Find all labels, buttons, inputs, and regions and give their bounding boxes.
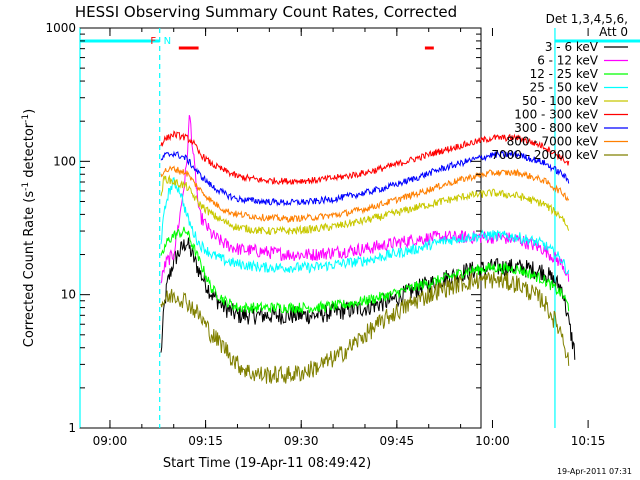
vertical-markers (79, 28, 556, 428)
x-axis-label: Start Time (19-Apr-11 08:49:42) (163, 456, 371, 471)
flag-label: F (150, 36, 156, 47)
date-stamp: 19-Apr-2011 07:31 (557, 467, 632, 476)
legend-entry-label: 800 - 7000 keV (507, 135, 599, 149)
chart-title: HESSI Observing Summary Count Rates, Cor… (75, 3, 457, 21)
legend-entry-label: 7000 - 20000 keV (491, 148, 598, 162)
x-tick-label: 10:15 (571, 434, 606, 448)
legend-entry-label: 3 - 6 keV (545, 40, 599, 54)
series-line (160, 165, 570, 223)
series-line (160, 271, 570, 384)
legend-entry-label: 25 - 50 keV (530, 81, 599, 95)
x-axis: 09:00 09:15 09:30 09:45 10:00 10:15 (93, 28, 606, 448)
x-tick-label: 09:45 (380, 434, 415, 448)
series-line (160, 177, 570, 275)
x-tick-label: 09:15 (188, 434, 223, 448)
y-tick-label: 1 (68, 421, 76, 435)
x-tick-label: 10:00 (475, 434, 510, 448)
y-tick-label: 100 (53, 154, 76, 168)
y-tick-label: 10 (61, 288, 76, 302)
series-line (160, 226, 570, 315)
legend-entry-label: 100 - 300 keV (514, 108, 598, 122)
legend-header-line1: Det 1,3,4,5,6, (546, 12, 628, 26)
x-tick-label: 09:30 (284, 434, 319, 448)
y-axis: 1 10 100 1000 (45, 21, 481, 435)
legend-header-line2: Att 0 (599, 25, 628, 39)
series-line (160, 130, 570, 185)
legend-entry-label: 12 - 25 keV (530, 67, 599, 81)
legend-entry-label: 300 - 800 keV (514, 121, 598, 135)
x-tick-label: 09:00 (93, 434, 128, 448)
y-tick-label: 1000 (45, 21, 76, 35)
legend-entry-label: 50 - 100 keV (522, 94, 599, 108)
legend-entry-label: 6 - 12 keV (537, 54, 599, 68)
series-line (160, 150, 570, 207)
y-axis-label: Corrected Count Rate (s-1 detector-1) (21, 109, 37, 347)
flag-label: N (164, 36, 171, 47)
series-lines (160, 115, 576, 384)
series-line (160, 174, 570, 236)
